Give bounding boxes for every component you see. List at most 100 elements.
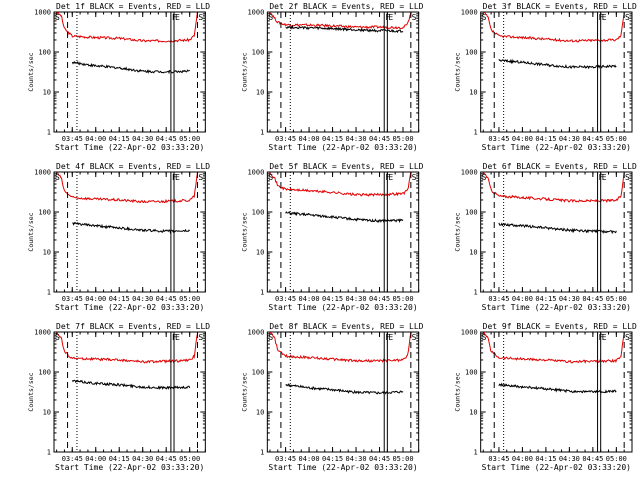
y-tick-label: 10 [256,89,264,97]
y-tick-label: 1000 [461,9,478,17]
panel-det-8: Det 8f BLACK = Events, RED = LLD 1 10 100 10… [240,322,423,472]
flag-label-start: S [482,173,487,182]
x-axis-label: Start Time (22-Apr-02 03:33:20) [482,143,631,152]
flag-label-e: E [602,173,607,182]
y-tick-label: 1 [47,449,51,457]
x-tick-label: 05:00 [179,135,200,143]
panel-title: Det 1f BLACK = Events, RED = LLD [56,2,210,11]
flag-label-end: S [412,173,417,182]
panel-det-1: Det 1f BLACK = Events, RED = LLD 1 10 100 10… [27,2,210,152]
y-axis-label: Counts/sec [240,372,248,411]
y-tick-label: 1000 [34,9,51,17]
flag-label-e: E [175,13,180,22]
x-tick-label: 04:30 [559,135,580,143]
y-tick-label: 1000 [34,169,51,177]
flag-label-end: S [625,333,630,342]
x-axis-label: Start Time (22-Apr-02 03:33:20) [482,303,631,312]
y-tick-label: 10 [256,249,264,257]
x-tick-label: 05:00 [179,455,200,463]
flag-label-start: S [268,13,273,22]
flag-label-f: F [599,13,604,22]
x-tick-label: 04:15 [535,295,556,303]
x-tick-label: 03:45 [62,135,83,143]
x-tick-label: 05:00 [606,295,627,303]
x-tick-label: 04:00 [299,295,320,303]
x-tick-label: 05:00 [392,295,413,303]
y-tick-label: 10 [256,409,264,417]
x-tick-label: 03:45 [62,455,83,463]
panel-title: Det 5f BLACK = Events, RED = LLD [269,162,423,171]
panel-det-7: Det 7f BLACK = Events, RED = LLD 1 10 100 10… [27,322,210,472]
y-tick-label: 1000 [247,9,264,17]
y-tick-label: 100 [465,209,478,217]
flag-label-e: E [388,173,393,182]
series-line-events [285,24,404,34]
y-tick-label: 1 [47,289,51,297]
x-axis-label: Start Time (22-Apr-02 03:33:20) [268,463,417,472]
flag-label-e: E [602,13,607,22]
x-tick-label: 04:00 [299,455,320,463]
plot-frame [266,171,420,293]
x-tick-label: 03:45 [62,295,83,303]
x-tick-label: 04:15 [322,135,343,143]
panel-title: Det 7f BLACK = Events, RED = LLD [56,322,210,331]
flag-label-start: S [55,173,60,182]
x-tick-label: 04:15 [322,295,343,303]
flag-label-end: S [198,13,203,22]
plot-frame [480,171,633,293]
flag-label-end: S [625,173,630,182]
y-axis-label: Counts/sec [27,212,35,251]
y-tick-label: 100 [252,209,265,217]
x-tick-label: 04:15 [535,455,556,463]
x-tick-label: 04:00 [85,295,106,303]
panel-title: Det 6f BLACK = Events, RED = LLD [483,162,637,171]
flag-label-start: S [55,13,60,22]
x-tick-label: 04:30 [346,135,367,143]
plot-frame [53,331,206,453]
x-tick-label: 04:30 [346,295,367,303]
x-tick-label: 05:00 [606,135,627,143]
panel-det-6: Det 6f BLACK = Events, RED = LLD 1 10 100 10… [454,162,637,312]
flag-label-e: E [388,13,393,22]
plot-frame [266,331,420,453]
y-tick-label: 1 [260,449,264,457]
y-tick-label: 1000 [34,329,51,337]
y-tick-label: 100 [252,369,265,377]
flag-label-e: E [388,333,393,342]
y-axis-label: Counts/sec [454,52,462,91]
series-line-events [498,382,617,394]
x-tick-label: 04:45 [156,135,177,143]
plot-frame [480,331,633,453]
y-tick-label: 10 [469,409,477,417]
x-tick-label: 04:15 [109,295,130,303]
series-line-events [498,222,617,235]
x-tick-label: 04:45 [156,295,177,303]
y-tick-label: 1000 [247,169,264,177]
x-tick-label: 04:45 [369,295,390,303]
x-axis-label: Start Time (22-Apr-02 03:33:20) [55,463,204,472]
flag-label-f: F [172,333,177,342]
y-axis-label: Counts/sec [454,212,462,251]
x-tick-label: 05:00 [179,295,200,303]
series-line-events [498,58,617,70]
y-axis-label: Counts/sec [454,372,462,411]
x-tick-label: 04:15 [109,135,130,143]
x-tick-label: 03:45 [275,135,296,143]
x-tick-label: 04:30 [559,455,580,463]
x-axis-label: Start Time (22-Apr-02 03:33:20) [55,143,204,152]
series-line-events [71,379,191,391]
panel-title: Det 9f BLACK = Events, RED = LLD [483,322,637,331]
panel-det-3: Det 3f BLACK = Events, RED = LLD 1 10 100 10… [454,2,637,152]
x-tick-label: 04:30 [132,295,153,303]
flag-label-f: F [599,333,604,342]
flag-label-end: S [625,13,630,22]
x-tick-label: 04:15 [535,135,556,143]
y-tick-label: 1 [260,289,264,297]
flag-label-f: F [172,173,177,182]
y-tick-label: 100 [465,369,478,377]
x-tick-label: 05:00 [606,455,627,463]
x-tick-label: 04:00 [512,135,533,143]
x-tick-label: 03:45 [488,295,509,303]
flag-label-start: S [268,173,273,182]
flag-label-f: F [385,333,390,342]
